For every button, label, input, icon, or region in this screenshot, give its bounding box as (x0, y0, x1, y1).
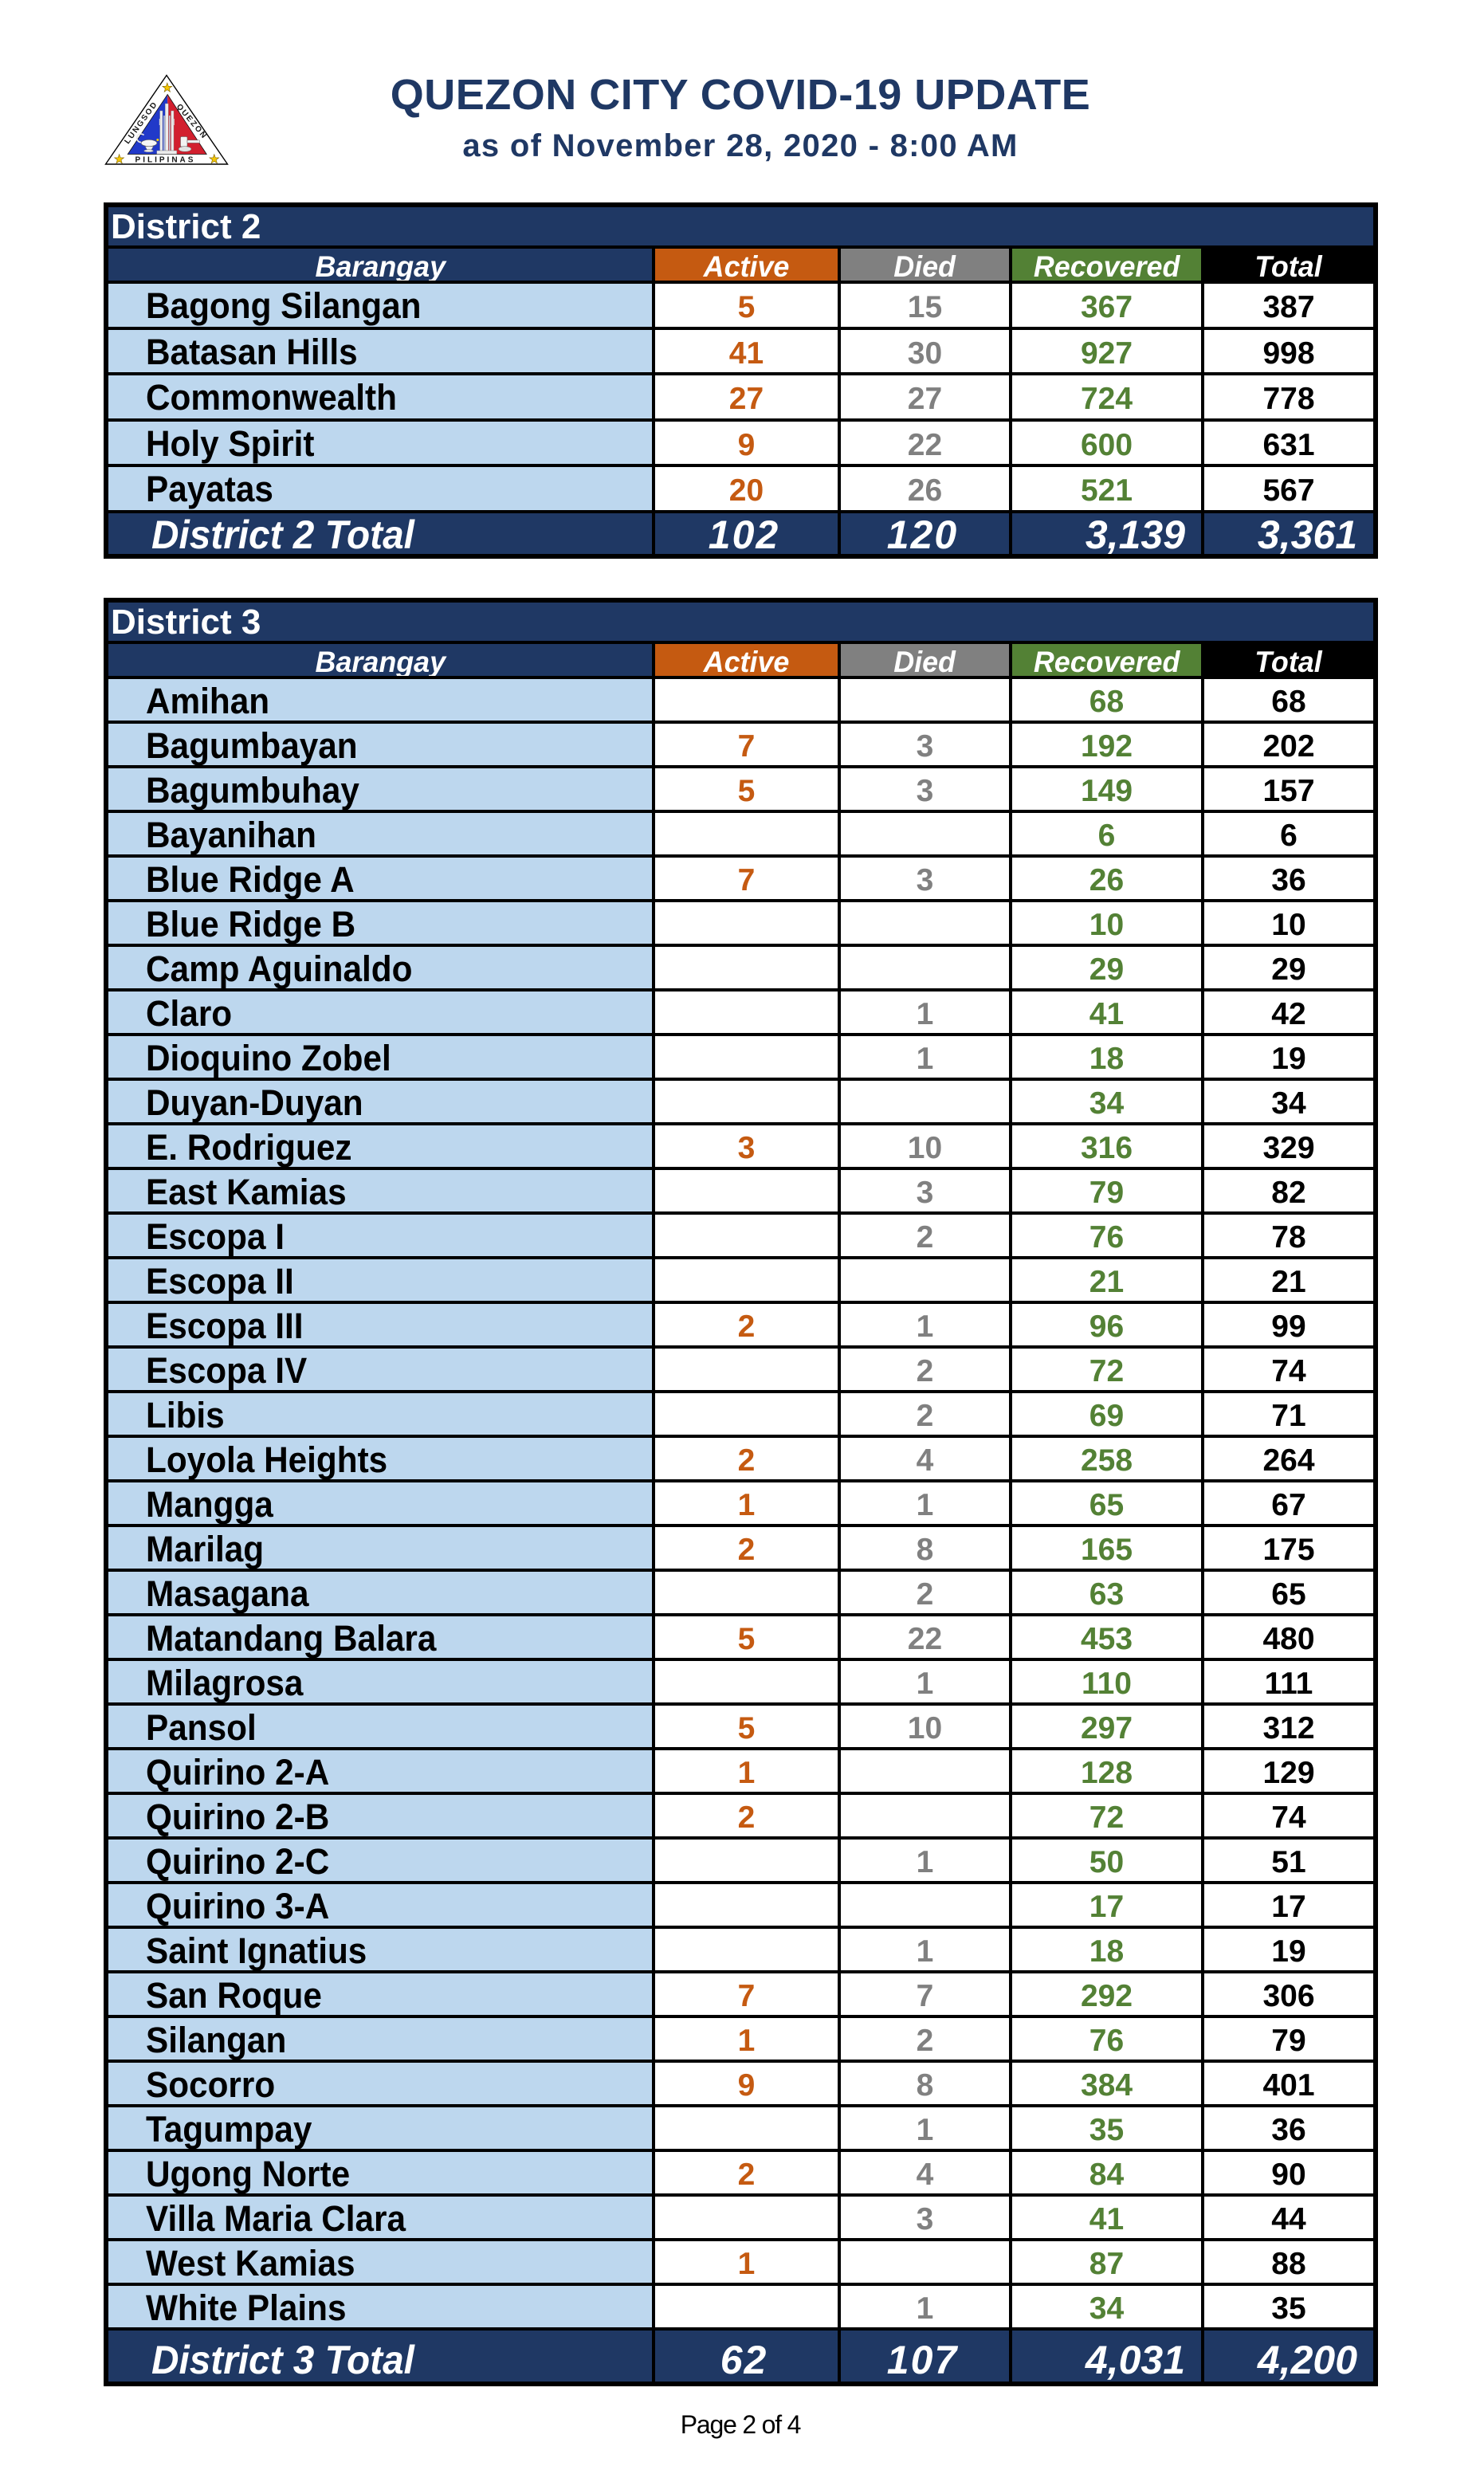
svg-text:PILIPINAS: PILIPINAS (135, 156, 196, 165)
